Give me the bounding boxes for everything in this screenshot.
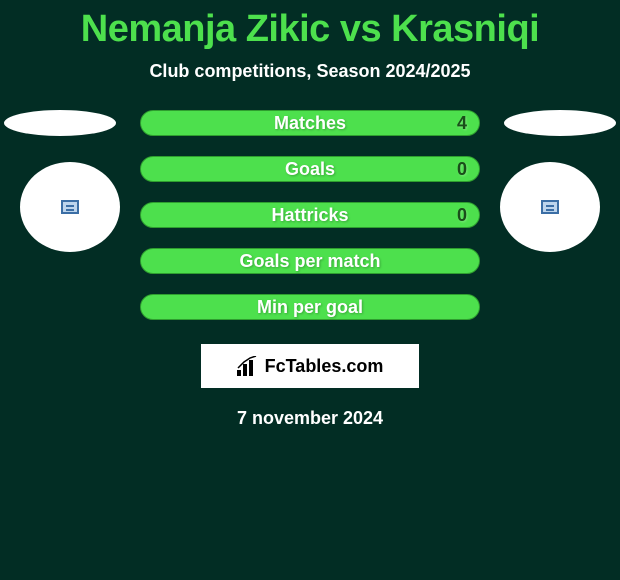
player-left-ellipse [4,110,116,136]
stat-label: Goals [285,159,335,180]
stat-value: 0 [457,205,467,226]
chart-bars-icon [237,356,259,376]
player-right-ellipse [504,110,616,136]
stat-label: Hattricks [271,205,348,226]
stat-label: Min per goal [257,297,363,318]
stat-bar-hattricks: Hattricks 0 [140,202,480,228]
brand-text: FcTables.com [265,356,384,377]
page-subtitle: Club competitions, Season 2024/2025 [0,61,620,82]
player-right-avatar [500,162,600,252]
stat-bar-mpg: Min per goal [140,294,480,320]
stat-bar-goals: Goals 0 [140,156,480,182]
stat-bars: Matches 4 Goals 0 Hattricks 0 Goals per … [140,110,480,340]
stat-label: Matches [274,113,346,134]
stat-bar-matches: Matches 4 [140,110,480,136]
stat-value: 0 [457,159,467,180]
stat-label: Goals per match [239,251,380,272]
page-title: Nemanja Zikic vs Krasniqi [0,0,620,51]
player-left-avatar [20,162,120,252]
placeholder-badge-icon [61,200,79,214]
brand-box: FcTables.com [201,344,419,388]
generation-date: 7 november 2024 [0,408,620,429]
stat-bar-gpm: Goals per match [140,248,480,274]
comparison-area: Matches 4 Goals 0 Hattricks 0 Goals per … [0,110,620,330]
placeholder-badge-icon [541,200,559,214]
stat-value: 4 [457,113,467,134]
